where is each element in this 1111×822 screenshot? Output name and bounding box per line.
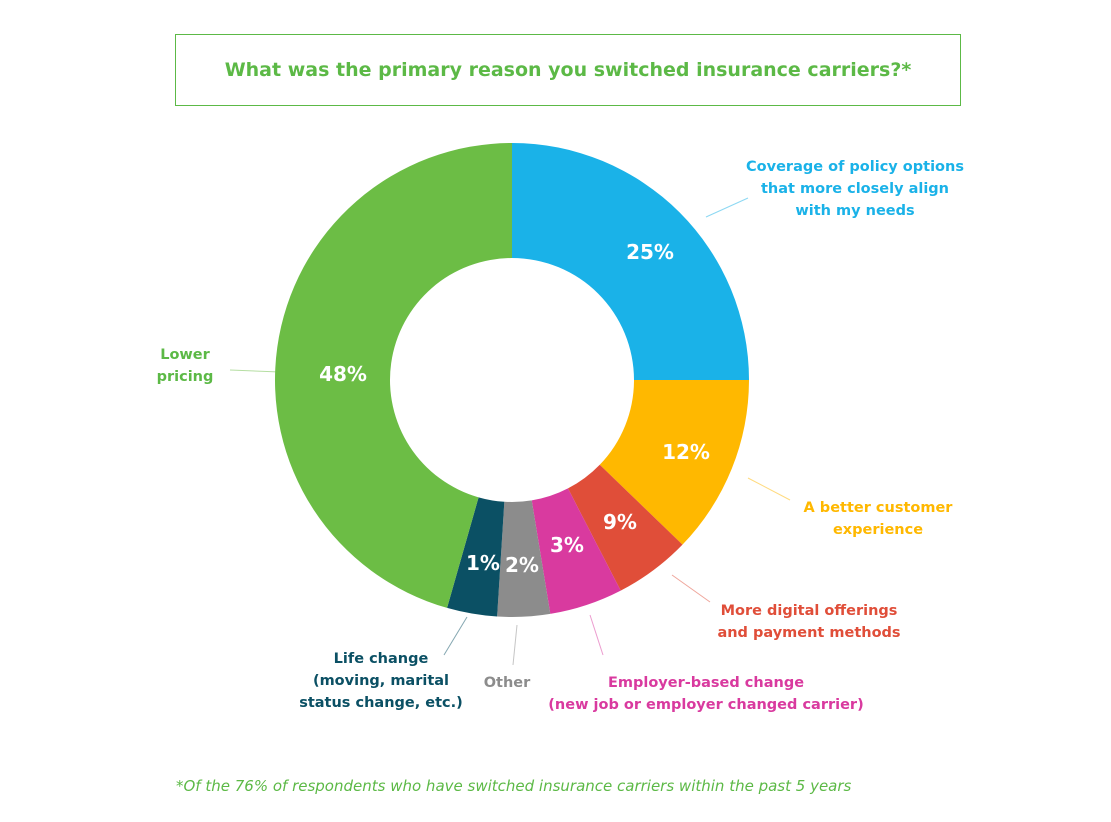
callout-line: experience [832, 522, 924, 538]
chart-title: What was the primary reason you switched… [224, 59, 912, 81]
category-callout: A better customer experience [804, 497, 953, 541]
category-callout: Coverage of policy options that more clos… [746, 156, 964, 222]
leader-line [671, 574, 711, 603]
leader-line [747, 477, 791, 501]
data-label: 3% [550, 533, 584, 557]
category-callout: Other [484, 672, 531, 694]
callout-line: Employer-based change [607, 675, 805, 691]
callout-line: Lower [160, 347, 210, 363]
category-callout: Lower pricing [157, 344, 214, 388]
donut-slice [567, 464, 683, 591]
donut-slice [497, 500, 551, 617]
callout-line: Life change [333, 651, 429, 667]
data-label: 2% [505, 553, 539, 577]
footnote: *Of the 76% of respondents who have swit… [176, 777, 852, 795]
leader-line [443, 616, 468, 656]
donut-slice [531, 488, 621, 614]
callout-line: with my needs [795, 203, 915, 219]
data-label: 9% [603, 510, 637, 534]
category-callout: Life change (moving, marital status change… [299, 648, 463, 714]
data-label: 25% [626, 240, 674, 264]
callout-line: status change, etc.) [299, 695, 463, 711]
callout-line: (new job or employer changed carrier) [548, 697, 864, 713]
leader-line [589, 614, 604, 656]
callout-line: pricing [156, 369, 214, 385]
category-callout: More digital offerings and payment method… [717, 600, 900, 644]
leader-line [512, 624, 518, 666]
category-callout: Employer-based change (new job or employe… [548, 672, 863, 716]
data-label: 48% [319, 362, 367, 386]
callout-line: More digital offerings [720, 603, 898, 619]
donut-slice [275, 143, 512, 608]
donut-slice [447, 497, 505, 617]
data-label: 12% [662, 440, 710, 464]
donut-slice [599, 380, 749, 545]
callout-line: and payment methods [717, 625, 901, 641]
data-label: 1% [466, 551, 500, 575]
leader-line [705, 197, 749, 218]
leader-line [229, 369, 281, 373]
callout-line: that more closely align [760, 181, 950, 197]
callout-line: Other [483, 675, 531, 691]
donut-slice [512, 143, 749, 380]
title-box: What was the primary reason you switched… [175, 34, 961, 106]
callout-line: A better customer [803, 500, 953, 516]
callout-line: Coverage of policy options [746, 159, 964, 175]
callout-line: (moving, marital [312, 673, 450, 689]
